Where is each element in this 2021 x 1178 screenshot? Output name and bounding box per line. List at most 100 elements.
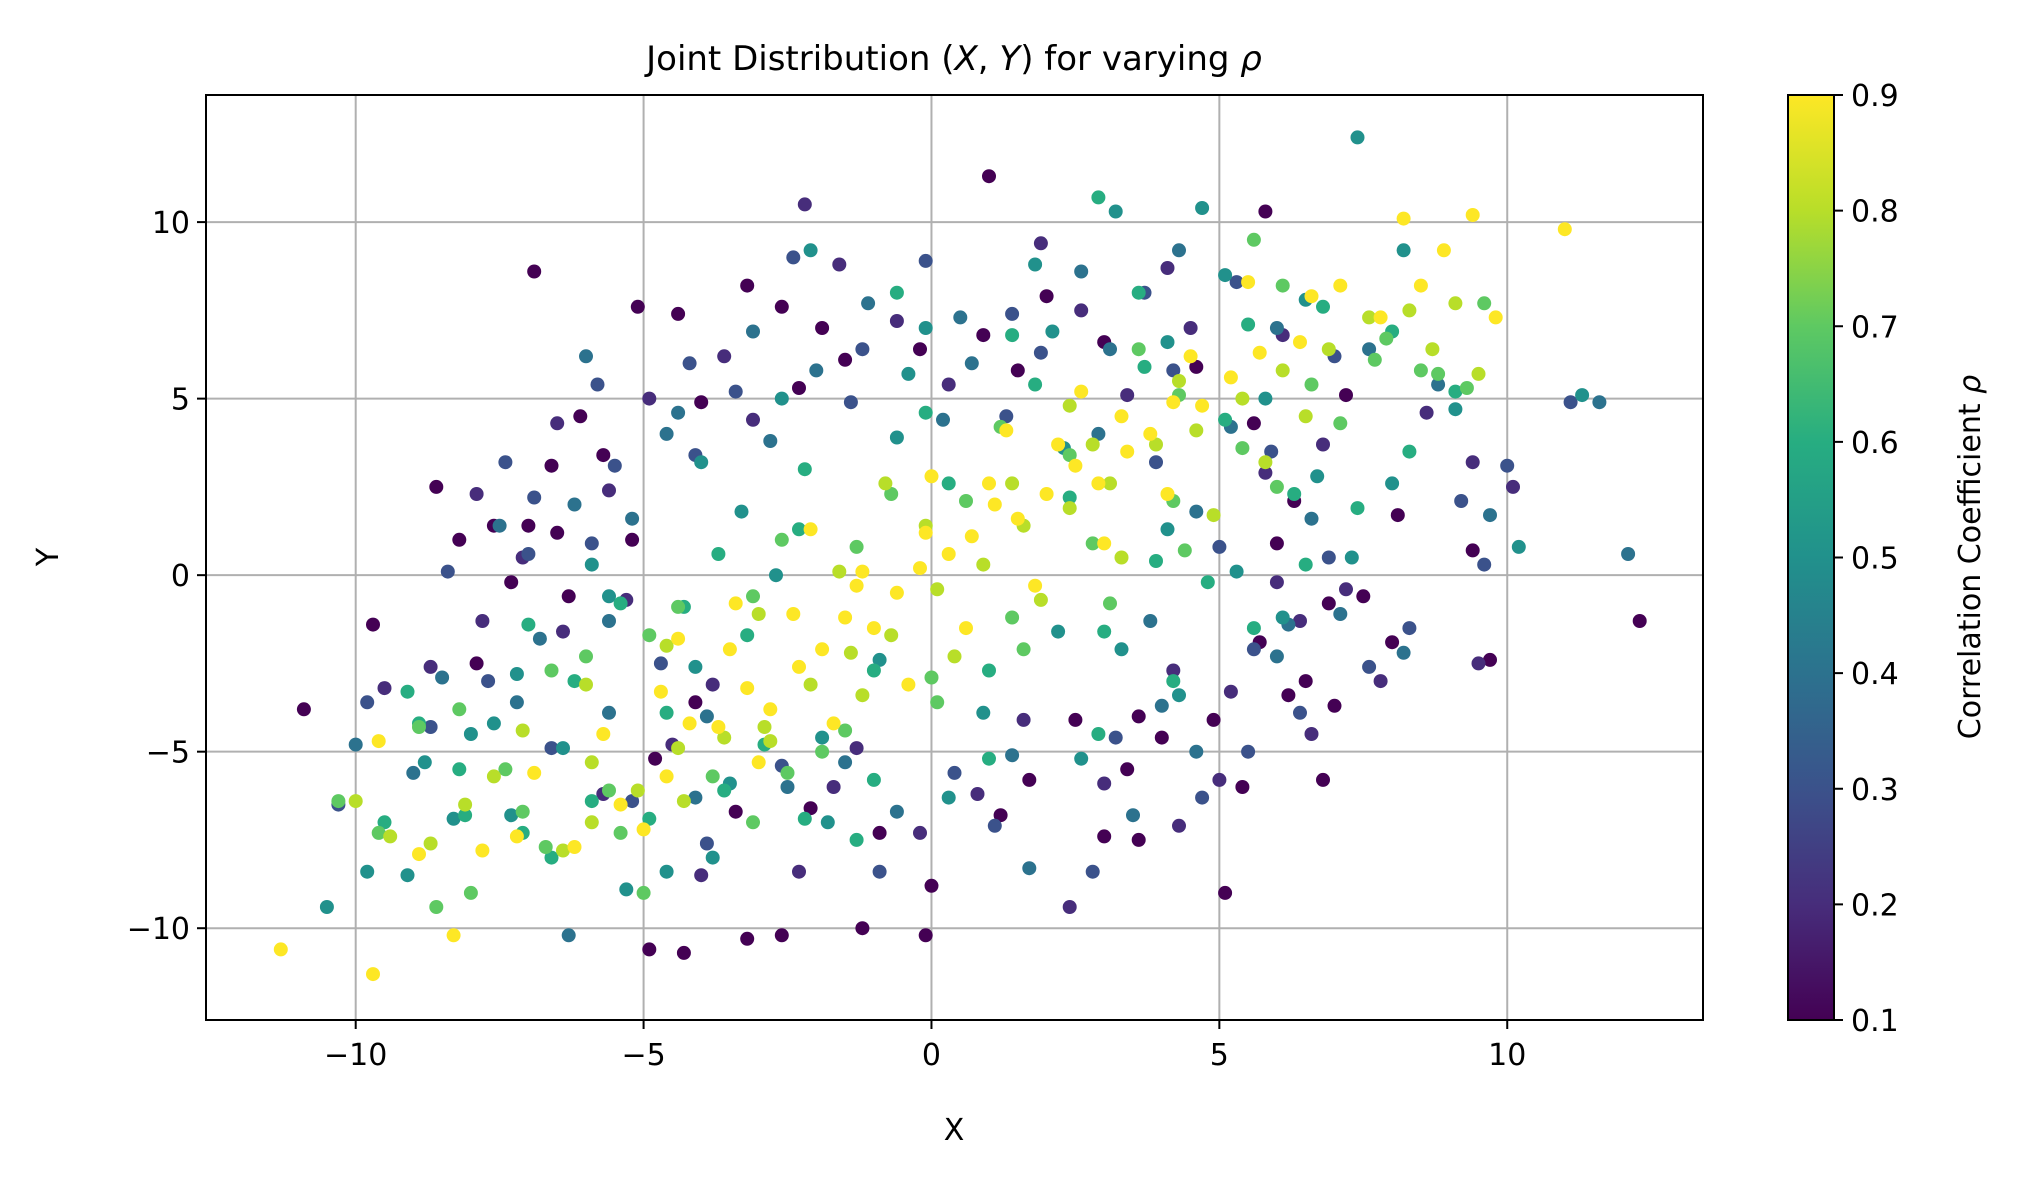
data-point <box>1114 409 1129 424</box>
series-rho-0.2 <box>377 197 1520 914</box>
data-point <box>1563 395 1578 410</box>
data-point <box>1149 554 1163 568</box>
data-point <box>521 547 536 561</box>
colorbar-tick-label: 0.2 <box>1851 888 1899 923</box>
data-point <box>1488 310 1503 325</box>
data-point <box>872 652 887 667</box>
data-point <box>458 808 473 823</box>
data-point <box>1189 359 1204 374</box>
data-point <box>757 720 772 734</box>
data-point <box>1022 772 1037 787</box>
data-point <box>1028 377 1043 392</box>
data-point <box>1471 366 1486 381</box>
data-point <box>579 649 593 664</box>
colorbar-tick-label: 0.7 <box>1851 310 1899 345</box>
data-point <box>1120 762 1135 777</box>
data-point <box>1172 243 1186 258</box>
data-point <box>371 825 386 840</box>
data-point <box>774 532 789 547</box>
data-point <box>653 684 668 699</box>
data-point <box>1206 712 1221 727</box>
data-point <box>1241 275 1256 290</box>
data-point <box>475 843 490 858</box>
data-point <box>889 804 904 819</box>
data-point <box>930 695 945 710</box>
data-point <box>446 928 461 943</box>
data-point <box>538 840 553 854</box>
data-point <box>1316 299 1330 314</box>
data-point <box>901 366 916 381</box>
data-point <box>751 607 766 621</box>
data-point <box>1114 550 1129 565</box>
data-point <box>699 709 714 724</box>
data-point <box>1195 398 1210 413</box>
data-point <box>855 342 870 357</box>
grid-lines <box>206 95 1703 1020</box>
data-point <box>930 582 945 597</box>
data-point <box>1419 405 1434 420</box>
data-point <box>676 794 691 809</box>
data-point <box>913 561 927 576</box>
data-point <box>1149 455 1163 470</box>
data-point <box>544 663 559 678</box>
data-point <box>1557 222 1572 237</box>
data-point <box>584 536 599 551</box>
data-point <box>1241 317 1256 332</box>
data-point <box>1304 727 1319 741</box>
data-point <box>642 811 657 826</box>
data-point <box>1362 342 1377 357</box>
data-point <box>463 727 478 741</box>
data-point <box>1344 550 1359 565</box>
data-point <box>1028 257 1043 272</box>
x-axis-ticks: −10 −5 0 5 10 <box>324 1020 1526 1073</box>
data-point <box>636 885 651 900</box>
data-point <box>492 518 507 533</box>
data-point <box>1085 864 1100 879</box>
data-point <box>653 656 668 671</box>
data-point <box>1459 381 1474 395</box>
data-point <box>1621 547 1636 561</box>
x-tick-label: −10 <box>324 1038 387 1073</box>
x-tick-label: −5 <box>621 1038 665 1073</box>
data-point <box>1465 208 1480 222</box>
y-tick-label: 10 <box>152 206 190 241</box>
data-point <box>866 663 881 678</box>
data-point <box>429 479 444 494</box>
colorbar-tick-label: 0.4 <box>1851 657 1899 692</box>
data-point <box>1189 504 1204 519</box>
data-point <box>642 391 657 406</box>
data-point <box>792 381 806 395</box>
data-point <box>1506 479 1520 494</box>
data-point <box>717 349 732 364</box>
data-point <box>1362 310 1377 325</box>
series-rho-0.1 <box>296 169 1647 960</box>
data-point <box>377 815 392 830</box>
data-point <box>688 790 703 805</box>
data-point <box>1172 818 1186 833</box>
data-point <box>1108 204 1123 219</box>
data-point <box>855 688 870 703</box>
data-point <box>383 829 398 844</box>
data-point <box>694 395 709 410</box>
data-point <box>671 405 686 420</box>
data-point <box>1005 748 1020 763</box>
x-tick-label: 0 <box>922 1038 941 1073</box>
data-point <box>901 677 916 692</box>
data-point <box>1454 494 1469 508</box>
data-point <box>1246 621 1261 636</box>
data-point <box>636 822 651 837</box>
data-point <box>1051 437 1066 452</box>
data-point <box>521 617 536 632</box>
data-point <box>849 832 864 847</box>
data-point <box>1212 539 1227 554</box>
data-point <box>1396 645 1411 660</box>
colorbar-tick-label: 0.1 <box>1851 1004 1899 1039</box>
data-point <box>774 299 789 314</box>
data-point <box>1246 416 1261 431</box>
y-tick-label: −5 <box>146 736 190 771</box>
data-point <box>1316 772 1330 787</box>
data-point <box>625 794 640 809</box>
data-point <box>1033 345 1048 360</box>
data-point <box>889 585 904 600</box>
data-point <box>815 321 830 335</box>
